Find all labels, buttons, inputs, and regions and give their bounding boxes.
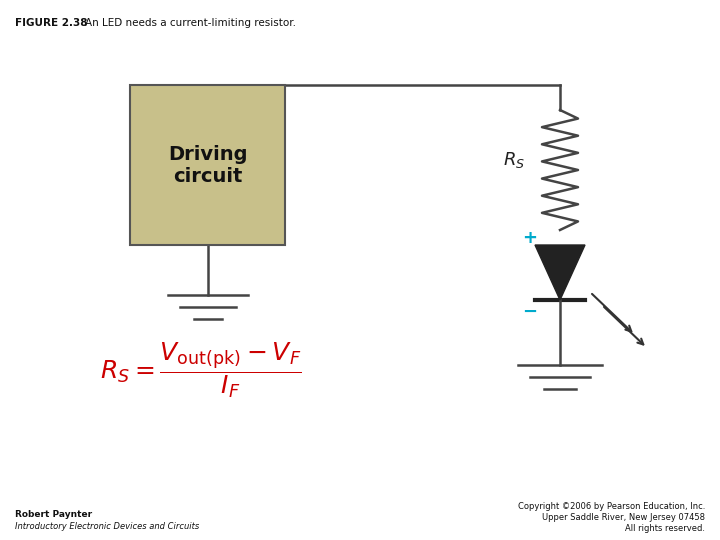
Text: −: − xyxy=(523,303,538,321)
Text: An LED needs a current-limiting resistor.: An LED needs a current-limiting resistor… xyxy=(85,18,296,28)
Text: Robert Paynter: Robert Paynter xyxy=(15,510,92,519)
Text: Driving
circuit: Driving circuit xyxy=(168,145,247,186)
Polygon shape xyxy=(535,245,585,300)
Text: +: + xyxy=(523,229,538,247)
Text: $R_S = \dfrac{V_{\mathrm{out(pk)}} - V_F}{I_F}$: $R_S = \dfrac{V_{\mathrm{out(pk)}} - V_F… xyxy=(100,340,302,400)
Bar xyxy=(130,85,285,245)
Text: All rights reserved.: All rights reserved. xyxy=(625,524,705,533)
Text: Introductory Electronic Devices and Circuits: Introductory Electronic Devices and Circ… xyxy=(15,522,199,531)
Text: Upper Saddle River, New Jersey 07458: Upper Saddle River, New Jersey 07458 xyxy=(542,513,705,522)
Text: $R_S$: $R_S$ xyxy=(503,150,525,170)
Text: Copyright ©2006 by Pearson Education, Inc.: Copyright ©2006 by Pearson Education, In… xyxy=(518,502,705,511)
Text: FIGURE 2.38: FIGURE 2.38 xyxy=(15,18,88,28)
